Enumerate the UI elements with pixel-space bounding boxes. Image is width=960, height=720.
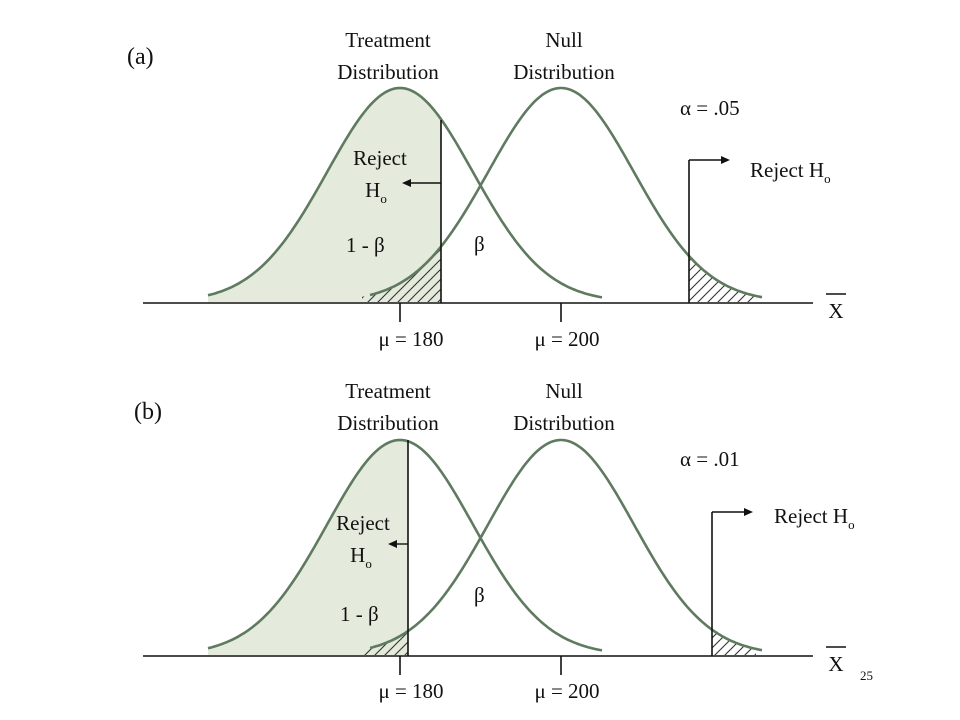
panel-b-reject-left-line2: Ho [350, 543, 372, 571]
panel-a-mu-null-label: μ = 200 [534, 327, 599, 351]
panel-a-power-label: 1 - β [346, 233, 385, 257]
panel-b-reject-left-line1: Reject [336, 511, 390, 535]
panel-b-hatch-left-tail [362, 631, 408, 655]
panel-a-axis-label: X [828, 299, 843, 323]
panel-b-null-title-line1: Null [545, 379, 583, 403]
panel-a-power-area [208, 88, 441, 302]
panel-b-reject-left-arrowhead [388, 540, 397, 548]
panel-b-beta-label: β [474, 583, 485, 607]
panel-b-alpha-label: α = .01 [680, 447, 740, 471]
panel-a-hatch-right-tail [689, 256, 756, 302]
panel-a-null-curve [369, 86, 763, 299]
panel-b-treatment-title-line2: Distribution [337, 411, 439, 435]
panel-b-null-title-line2: Distribution [513, 411, 615, 435]
panel-a-treatment-curve [207, 86, 603, 299]
panel-b: (b) Treatment Distribution Null Distribu… [134, 379, 855, 703]
panel-b-treatment-title-line1: Treatment [345, 379, 431, 403]
page-number: 25 [860, 668, 873, 683]
panel-a-treatment-title-line2: Distribution [337, 60, 439, 84]
panel-b-treatment-curve [207, 438, 603, 652]
panel-b-axis-label: X [828, 652, 843, 676]
panel-a-mu-treatment-label: μ = 180 [378, 327, 443, 351]
panel-a-reject-right-arrowhead [721, 156, 730, 164]
panel-a-alpha-label: α = .05 [680, 96, 740, 120]
panel-b-label: (b) [134, 399, 162, 425]
panel-a-reject-left-line1: Reject [353, 146, 407, 170]
panel-b-power-label: 1 - β [340, 602, 379, 626]
panel-a-reject-right-label: Reject Ho [750, 158, 831, 186]
panel-b-reject-right-arrowhead [744, 508, 753, 516]
panel-b-mu-treatment-label: μ = 180 [378, 679, 443, 703]
panel-b-reject-right-label: Reject Ho [774, 504, 855, 532]
panel-a-reject-left-line2: Ho [365, 178, 387, 206]
panel-a-hatch-left-tail [362, 246, 441, 302]
panel-a: (a) Treatment Distribution Null Distribu… [127, 28, 846, 351]
panel-b-null-curve [369, 438, 763, 652]
panel-a-null-title-line2: Distribution [513, 60, 615, 84]
panel-b-mu-null-label: μ = 200 [534, 679, 599, 703]
panel-a-label: (a) [127, 44, 154, 70]
panel-b-power-area [208, 440, 408, 655]
panel-a-reject-left-arrowhead [402, 179, 411, 187]
panel-a-treatment-title-line1: Treatment [345, 28, 431, 52]
panel-a-null-title-line1: Null [545, 28, 583, 52]
panel-a-beta-label: β [474, 232, 485, 256]
